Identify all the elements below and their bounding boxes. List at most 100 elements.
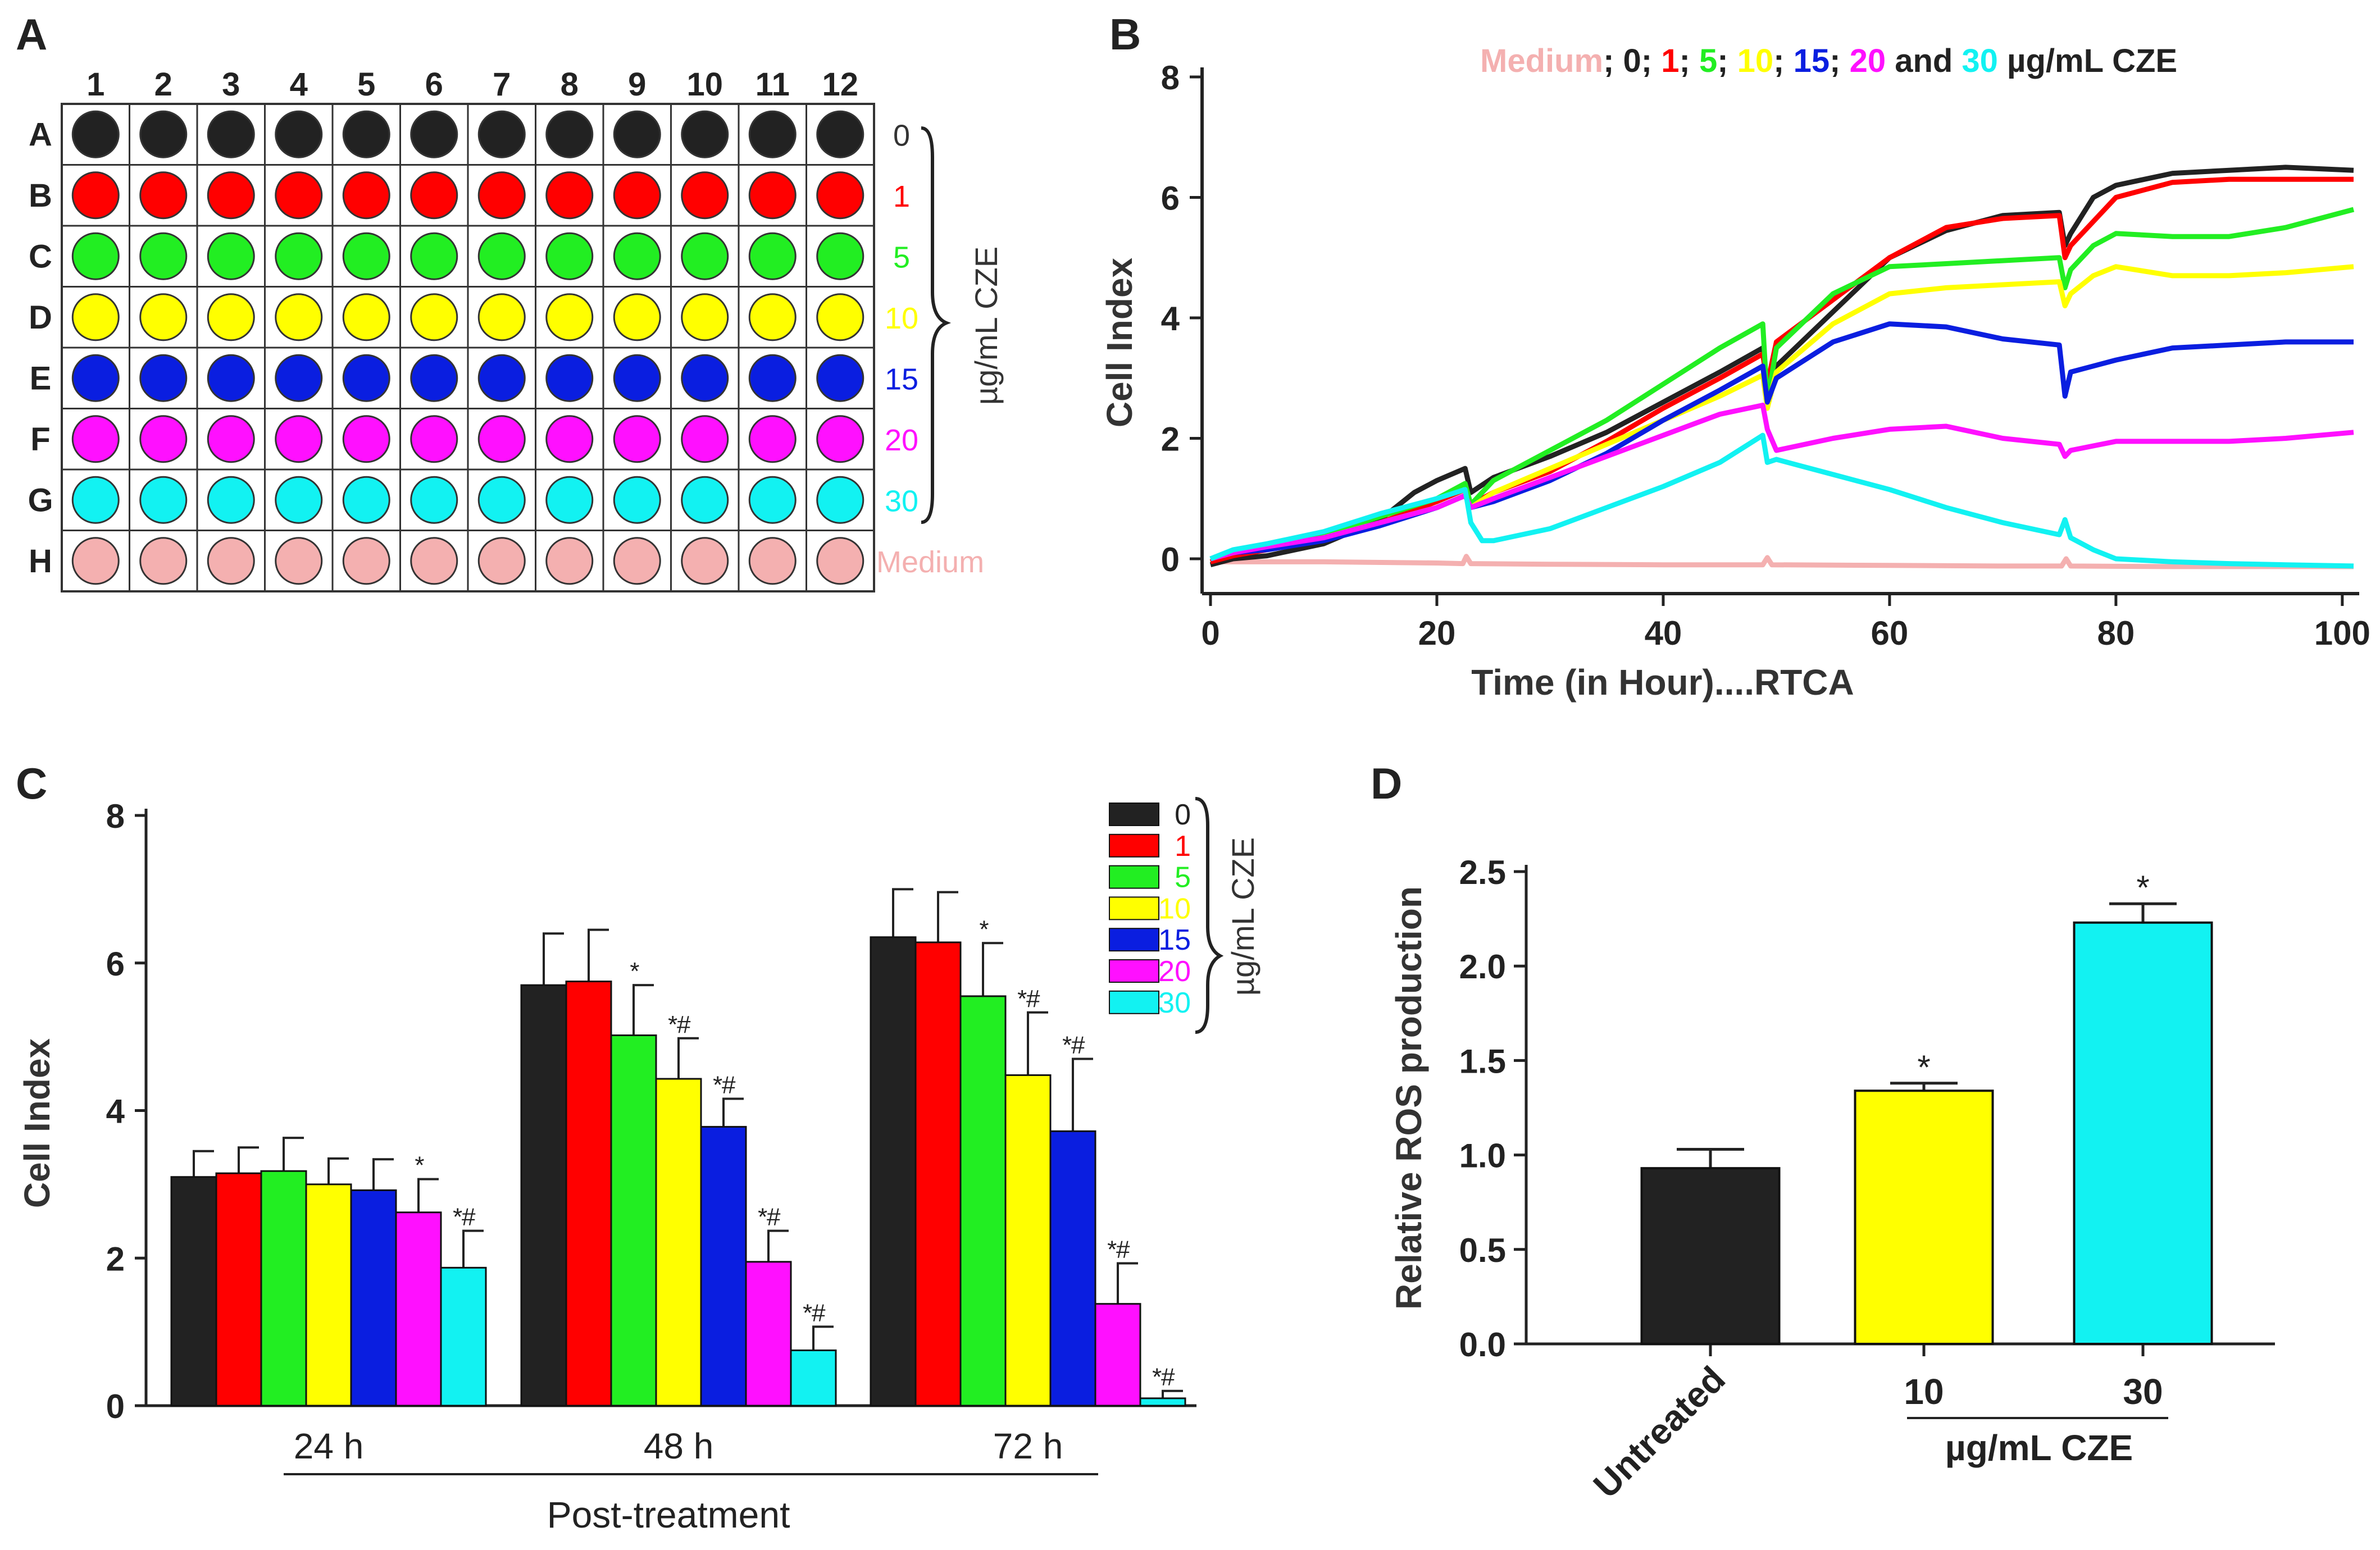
well [275, 171, 323, 220]
plate-dose-label: Medium [876, 545, 984, 579]
y-tick-label: 1.0 [1459, 1137, 1506, 1175]
well [275, 293, 323, 341]
bar-24h-5 [260, 1170, 307, 1407]
well [681, 476, 729, 524]
significance-mark: * [978, 915, 989, 943]
line-series-20 [1209, 403, 2354, 562]
y-tick-label: 0 [1161, 541, 1180, 578]
well [410, 537, 458, 585]
well [410, 415, 458, 463]
significance-mark: *# [757, 1203, 780, 1231]
well [342, 232, 390, 280]
well [139, 354, 188, 402]
plate-dose-label: 1 [893, 180, 910, 213]
legend-label: 1 [1175, 830, 1191, 863]
plate-row-label: C [29, 238, 52, 275]
y-tick-label: 4 [106, 1093, 125, 1130]
well [816, 171, 864, 220]
significance-mark: * [2136, 869, 2149, 906]
y-tick-label: 6 [106, 945, 125, 983]
bar-chart-c-bars: * *# * *# *# *# *# * *# *# *# *# [170, 888, 1186, 1407]
well [71, 354, 120, 402]
well [139, 232, 188, 280]
well [545, 415, 594, 463]
x-tick-label: 60 [1871, 614, 1909, 652]
legend-swatch-0 [1109, 803, 1159, 826]
significance-mark: * [413, 1152, 424, 1179]
well [477, 476, 526, 524]
y-tick-label: 2.5 [1459, 854, 1506, 891]
well [207, 110, 255, 158]
well [613, 110, 661, 158]
legend-label: 10 [1158, 892, 1191, 925]
bar-72h-10 [1004, 1074, 1052, 1407]
bar-72h-20 [1094, 1303, 1141, 1407]
plate-dose-label: 0 [893, 118, 910, 152]
plate-dose-label: 15 [885, 362, 918, 396]
plate-column-label: 12 [822, 66, 858, 103]
well-plate-grid [61, 103, 875, 592]
title-segment: 1 [1661, 43, 1679, 79]
bar-chart-c-x-label: Post-treatment [547, 1494, 790, 1535]
significance-mark: * [629, 958, 639, 985]
well [410, 476, 458, 524]
category-label: 72 h [993, 1426, 1063, 1466]
category-label: 24 h [294, 1426, 364, 1466]
well [477, 171, 526, 220]
bar-48h-0 [520, 984, 567, 1407]
well [410, 232, 458, 280]
legend-swatch-30 [1109, 990, 1159, 1014]
y-tick-label: 2 [1161, 421, 1180, 458]
well [275, 232, 323, 280]
well [139, 171, 188, 220]
legend-swatch-10 [1109, 896, 1159, 920]
well [207, 293, 255, 341]
plate-column-label: 4 [290, 66, 308, 103]
plate-column-label: 10 [686, 66, 723, 103]
y-tick-label: 8 [1161, 59, 1180, 97]
x-tick-label: 0 [1201, 614, 1219, 652]
well [613, 476, 661, 524]
well [275, 110, 323, 158]
bar-chart-d-bars: ** [1640, 869, 2213, 1345]
title-segment: ; [1717, 43, 1737, 79]
x-tick-label-untreated: Untreated [1586, 1358, 1733, 1506]
significance-mark: *# [712, 1071, 735, 1098]
well [681, 232, 729, 280]
bar-48h-15 [700, 1125, 747, 1407]
well [681, 171, 729, 220]
well [275, 476, 323, 524]
well [681, 415, 729, 463]
well [342, 293, 390, 341]
plate-dose-label: 20 [885, 423, 918, 457]
plate-column-label: 1 [87, 66, 104, 103]
well [477, 110, 526, 158]
bar-72h-30 [1139, 1397, 1186, 1407]
well [613, 415, 661, 463]
well [71, 537, 120, 585]
well [613, 354, 661, 402]
legend-swatch-1 [1109, 833, 1159, 858]
panel-a-label: A [16, 10, 47, 59]
plate-column-label: 8 [561, 66, 579, 103]
plate-column-label: 7 [493, 66, 511, 103]
plate-row-label: E [30, 360, 52, 396]
well [139, 293, 188, 341]
x-tick-label: 40 [1645, 614, 1682, 652]
plate-unit-label: µg/mL CZE [968, 247, 1004, 405]
legend-swatch-15 [1109, 928, 1159, 952]
well-plate-wells [71, 110, 864, 585]
well [71, 476, 120, 524]
well [342, 415, 390, 463]
significance-mark: *# [1016, 985, 1040, 1013]
group-label: µg/mL CZE [1945, 1428, 2133, 1468]
well [681, 293, 729, 341]
panel-c-label: C [16, 759, 47, 808]
well [816, 415, 864, 463]
well [748, 171, 797, 220]
well [275, 537, 323, 585]
title-segment: ; 0; [1603, 43, 1661, 79]
